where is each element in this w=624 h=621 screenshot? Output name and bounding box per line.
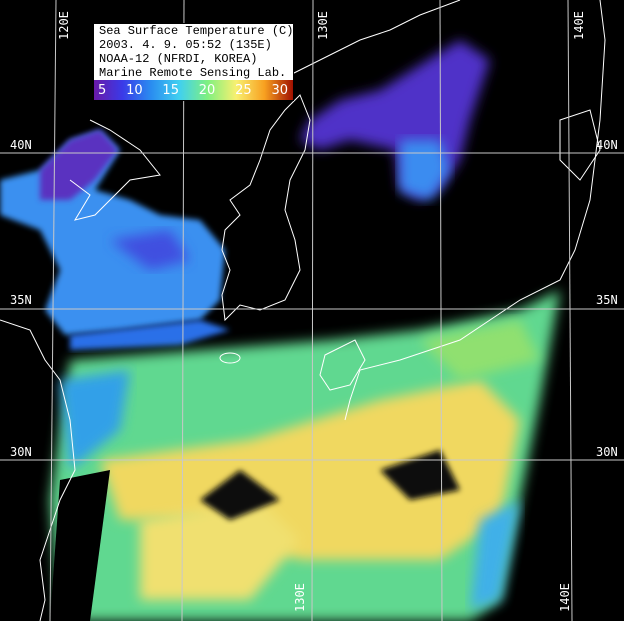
scale-tick-5: 5 [98, 82, 107, 98]
legend-datetime: 2003. 4. 9. 05:52 (135E) [99, 38, 272, 52]
scale-tick-10: 10 [126, 82, 143, 98]
east-sea-sst [300, 40, 490, 200]
lon-label-130e-bottom: 130E [293, 583, 307, 612]
legend-lab: Marine Remote Sensing Lab. [99, 66, 287, 80]
lat-label-30n-right: 30N [596, 445, 618, 459]
lat-label-35n-left: 35N [10, 293, 32, 307]
lon-label-140e-bottom: 140E [558, 583, 572, 612]
legend-box: Sea Surface Temperature (C) 2003. 4. 9. … [93, 23, 294, 101]
scale-tick-15: 15 [162, 82, 179, 98]
legend-title: Sea Surface Temperature (C) [99, 24, 294, 38]
lon-label-130e-top: 130E [316, 11, 330, 40]
east-china-sea-sst [50, 290, 560, 621]
lat-label-30n-left: 30N [10, 445, 32, 459]
lon-label-140e-top: 140E [572, 11, 586, 40]
lat-label-40n-right: 40N [596, 138, 618, 152]
scale-tick-30: 30 [271, 82, 288, 98]
color-scale-bar: 5 10 15 20 25 30 [94, 80, 293, 100]
scale-tick-20: 20 [198, 82, 216, 98]
yellow-sea-sst [0, 130, 230, 350]
lat-label-35n-right: 35N [596, 293, 618, 307]
lat-label-40n-left: 40N [10, 138, 32, 152]
legend-source: NOAA-12 (NFRDI, KOREA) [99, 52, 258, 66]
lon-label-120e: 120E [57, 11, 71, 40]
coastlines [0, 0, 606, 621]
scale-tick-25: 25 [235, 82, 252, 98]
